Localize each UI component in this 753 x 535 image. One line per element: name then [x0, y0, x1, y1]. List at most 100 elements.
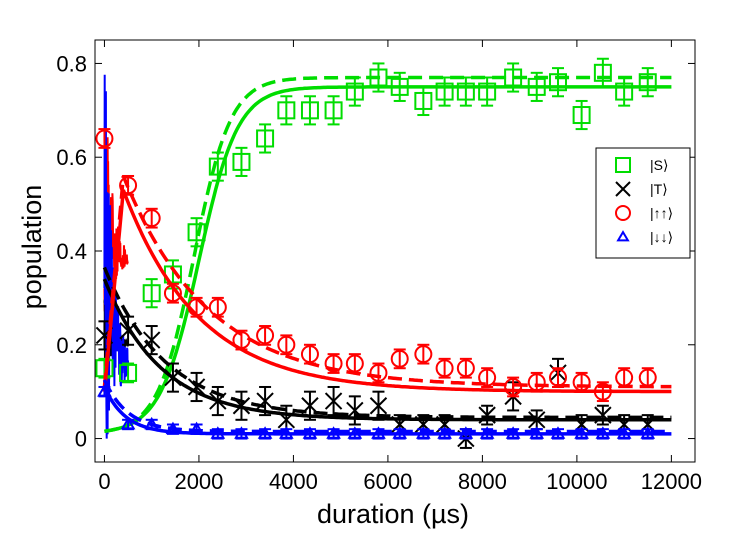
error-bar: [259, 123, 272, 154]
data-point-x: [187, 378, 206, 396]
data-point-circle: [572, 373, 591, 392]
error-bar: [618, 367, 631, 388]
series-2: [95, 128, 672, 403]
error-bar: [372, 362, 385, 384]
data-point-circle: [390, 349, 409, 368]
data-point-triangle: [371, 426, 386, 439]
error-bar: [596, 381, 609, 403]
plot-content: [95, 57, 672, 449]
data-point-x: [478, 406, 496, 424]
data-point-square: [615, 82, 634, 101]
legend-item: |T⟩: [615, 181, 668, 197]
data-point-triangle: [144, 416, 160, 430]
error-bar: [145, 207, 158, 229]
error-bar: [211, 151, 224, 182]
x-tick-label: 0: [98, 469, 110, 494]
error-bar: [459, 76, 472, 107]
legend-label: |S⟩: [650, 157, 668, 173]
error-bar: [122, 362, 135, 384]
data-point-circle: [300, 345, 319, 364]
data-point-square: [456, 82, 475, 101]
data-point-triangle: [120, 416, 136, 430]
data-point-triangle: [550, 426, 566, 439]
data-point-x: [256, 392, 274, 410]
error-bar: [122, 174, 135, 196]
data-point-x: [346, 401, 364, 420]
y-tick-label: 0.4: [56, 239, 87, 264]
x-tick-label: 6000: [363, 469, 412, 494]
error-bar: [575, 371, 588, 393]
data-point-circle: [456, 359, 475, 378]
data-point-circle: [187, 298, 206, 317]
data-point-triangle: [302, 426, 318, 439]
data-point-circle: [163, 284, 182, 303]
data-point-triangle: [165, 421, 181, 435]
error-bar: [327, 95, 340, 126]
data-point-x: [142, 331, 161, 349]
data-point-triangle: [415, 426, 431, 439]
data-point-square: [615, 157, 631, 173]
data-point-x: [528, 411, 546, 429]
data-point-square: [638, 73, 657, 92]
data-point-triangle: [505, 426, 521, 439]
error-bar: [327, 353, 340, 374]
error-bar: [259, 325, 272, 346]
x-tick-label: 4000: [269, 469, 318, 494]
series-3: [97, 379, 672, 440]
error-bar: [280, 95, 293, 126]
plot-area: [95, 57, 672, 449]
data-point-x: [232, 397, 251, 415]
error-bar: [190, 217, 203, 248]
data-point-x: [301, 397, 319, 415]
error-bar: [235, 329, 248, 351]
error-bar: [596, 57, 609, 88]
data-point-square: [572, 106, 591, 125]
data-point-triangle: [616, 230, 630, 242]
data-point-circle: [593, 382, 612, 401]
data-point-triangle: [437, 426, 452, 439]
data-point-triangle: [234, 426, 249, 439]
data-point-triangle: [278, 426, 294, 439]
data-point-triangle: [392, 426, 408, 439]
data-point-circle: [324, 354, 343, 373]
error-bar: [145, 278, 158, 309]
data-point-triangle: [458, 426, 474, 439]
error-bar: [393, 348, 406, 370]
legend-label: |T⟩: [650, 181, 668, 197]
error-bar: [166, 282, 179, 304]
data-point-square: [593, 63, 612, 82]
data-point-triangle: [257, 426, 273, 439]
error-bar: [348, 76, 361, 107]
data-point-x: [369, 397, 388, 415]
data-point-x: [277, 411, 296, 429]
data-point-circle: [95, 129, 114, 148]
legend-item: |↓↓⟩: [616, 229, 673, 245]
data-point-square: [527, 77, 546, 96]
error-bar: [235, 146, 248, 177]
error-bar: [190, 296, 203, 318]
error-bar: [507, 376, 520, 398]
data-point-square: [345, 82, 364, 101]
series-0: [95, 57, 672, 434]
data-point-circle: [256, 326, 275, 345]
data-point-circle: [638, 368, 657, 387]
data-point-circle: [478, 368, 497, 387]
x-tick-label: 8000: [458, 469, 507, 494]
error-bar: [459, 357, 472, 379]
fit-solid-line: [104, 85, 672, 434]
x-tick-label: 2000: [174, 469, 223, 494]
data-point-circle: [208, 298, 227, 317]
data-point-circle: [119, 176, 138, 195]
data-point-square: [548, 73, 567, 92]
error-bar: [438, 76, 451, 107]
legend-box: [595, 147, 691, 259]
data-point-square: [256, 129, 275, 148]
data-point-circle: [615, 205, 631, 221]
data-point-triangle: [189, 421, 204, 435]
y-tick-label: 0.6: [56, 145, 87, 170]
error-bar: [618, 76, 631, 107]
error-bar: [417, 343, 430, 365]
axes: 0 2000 4000 6000 8000 10000 12000 0 0.2 0.4 0.6 0.8: [56, 39, 702, 494]
data-point-x: [324, 392, 343, 410]
data-point-square: [277, 101, 296, 120]
